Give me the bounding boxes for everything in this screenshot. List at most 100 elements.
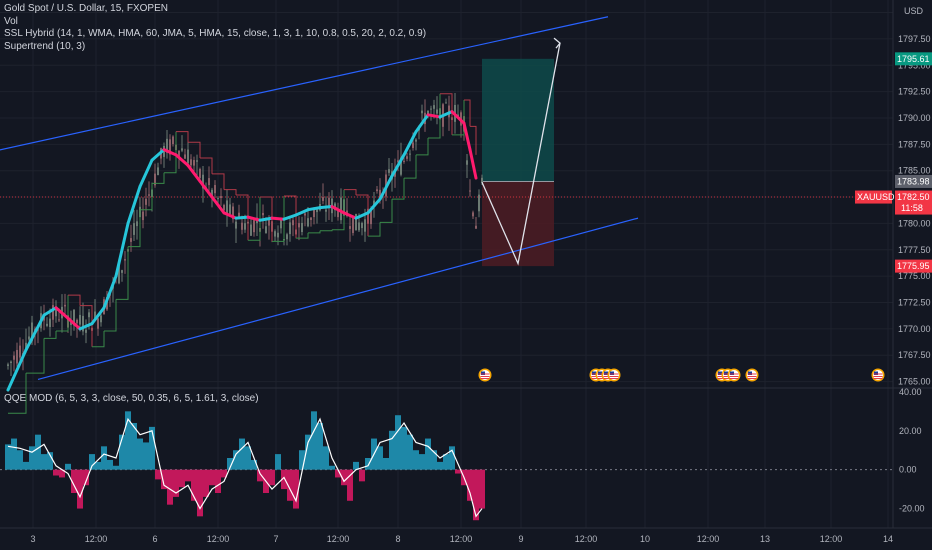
price-tick-label: 1767.50 xyxy=(898,350,931,360)
ssl-baseline-up-segment xyxy=(438,110,454,119)
qqe-histogram-bar xyxy=(323,446,329,470)
qqe-histogram-bar xyxy=(53,469,59,476)
candle-body xyxy=(379,189,381,199)
qqe-legend[interactable]: QQE MOD (6, 5, 3, 3, close, 50, 0.35, 6,… xyxy=(4,393,259,404)
channel-lower-line[interactable] xyxy=(37,217,639,381)
supertrend-up-segment xyxy=(308,230,321,234)
supertrend-up-segment xyxy=(392,178,405,200)
candle-body xyxy=(349,226,351,229)
candle-body xyxy=(472,212,474,217)
candle-body xyxy=(124,259,126,261)
candle-body xyxy=(376,189,378,192)
candle-body xyxy=(52,305,54,320)
candle-body xyxy=(55,306,57,317)
qqe-histogram-bar xyxy=(305,434,311,470)
projection-path[interactable] xyxy=(481,42,561,266)
qqe-histogram-bar xyxy=(17,450,23,470)
qqe-histogram-bar xyxy=(131,423,137,470)
stop-loss-zone[interactable] xyxy=(482,181,554,267)
ssl-baseline-up-segment xyxy=(378,174,394,201)
time-tick-label: 13 xyxy=(760,534,770,544)
ssl-baseline-down-segment xyxy=(186,163,202,183)
time-tick-label: 12:00 xyxy=(85,534,108,544)
qqe-histogram-bar xyxy=(473,469,479,521)
qqe-histogram-bar xyxy=(287,469,293,501)
supertrend-down-segment xyxy=(440,93,453,135)
qqe-histogram-bar xyxy=(161,469,167,490)
candle-body xyxy=(193,160,195,166)
us-flag-canton xyxy=(718,371,722,375)
candle-body xyxy=(154,173,156,186)
ssl-baseline-up-segment xyxy=(6,348,28,392)
price-tick-label: 1792.50 xyxy=(898,87,931,97)
qqe-histogram-bar xyxy=(11,438,17,470)
currency-label[interactable]: USD xyxy=(904,6,924,16)
candle-body xyxy=(466,160,468,165)
us-flag-canton xyxy=(610,371,614,375)
candle-body xyxy=(298,223,300,228)
candle-body xyxy=(286,234,288,240)
qqe-histogram-bar xyxy=(239,438,245,470)
candle-body xyxy=(190,159,192,166)
candle-body xyxy=(133,223,135,235)
qqe-histogram-bar xyxy=(143,442,149,470)
ssl-baseline-up-segment xyxy=(114,221,130,278)
bar-countdown-text: 11:58 xyxy=(901,203,923,213)
candle-body xyxy=(217,198,219,200)
qqe-histogram-bar xyxy=(203,469,209,497)
qqe-histogram-bar xyxy=(155,469,161,480)
candle-body xyxy=(436,109,438,114)
channel-upper-line[interactable] xyxy=(0,16,609,161)
supertrend-up-segment xyxy=(368,222,381,237)
candle-body xyxy=(481,177,483,183)
profit-zone[interactable] xyxy=(482,58,554,182)
us-flag-canton xyxy=(730,371,734,375)
candle-body xyxy=(181,148,183,151)
ssl-baseline-up-segment xyxy=(402,130,418,157)
supertrend-up-segment xyxy=(44,330,57,339)
time-tick-label: 10 xyxy=(640,534,650,544)
qqe-histogram-bar xyxy=(269,469,275,486)
candle-body xyxy=(136,221,138,227)
candle-body xyxy=(184,154,186,159)
candle-body xyxy=(409,153,411,155)
entry-price-badge[interactable] xyxy=(895,174,932,188)
ssl-baseline-down-segment xyxy=(54,306,70,320)
time-tick-label: 12:00 xyxy=(575,534,598,544)
ssl-baseline-up-segment xyxy=(138,158,154,189)
supertrend-up-segment xyxy=(92,330,105,348)
ssl-baseline-up-segment xyxy=(366,197,382,215)
qqe-histogram-bar xyxy=(35,434,41,470)
qqe-histogram-bar xyxy=(479,469,485,509)
candle-body xyxy=(307,218,309,227)
qqe-histogram-bar xyxy=(275,454,281,470)
supertrend-up-segment xyxy=(452,100,465,136)
candle-body xyxy=(277,232,279,238)
candle-body xyxy=(223,205,225,211)
candle-body xyxy=(406,156,408,159)
symbol-badge[interactable] xyxy=(855,190,892,204)
stop-price-badge[interactable] xyxy=(895,259,932,273)
qqe-histogram-bar xyxy=(365,458,371,470)
ssl-baseline-down-segment xyxy=(162,148,178,157)
qqe-histogram-bar xyxy=(467,469,473,501)
qqe-histogram-bar xyxy=(347,469,353,501)
candle-body xyxy=(166,138,168,153)
candle-body xyxy=(229,204,231,215)
supertrend-down-segment xyxy=(260,196,273,242)
qqe-histogram-bar xyxy=(149,426,155,470)
qqe-histogram-bar xyxy=(383,458,389,470)
target-price-badge[interactable] xyxy=(895,52,932,66)
candle-body xyxy=(211,189,213,197)
candle-body xyxy=(316,209,318,213)
current-price-badge[interactable] xyxy=(895,190,932,215)
qqe-histogram-bar xyxy=(455,469,461,474)
supertrend-up-segment xyxy=(128,209,141,248)
qqe-histogram-bar xyxy=(377,446,383,470)
target-price-badge-text: 1795.61 xyxy=(897,54,930,64)
ssl-baseline-down-segment xyxy=(246,215,262,222)
candle-body xyxy=(325,209,327,212)
qqe-histogram-bar xyxy=(233,450,239,470)
qqe-tick-label: -20.00 xyxy=(899,504,925,514)
